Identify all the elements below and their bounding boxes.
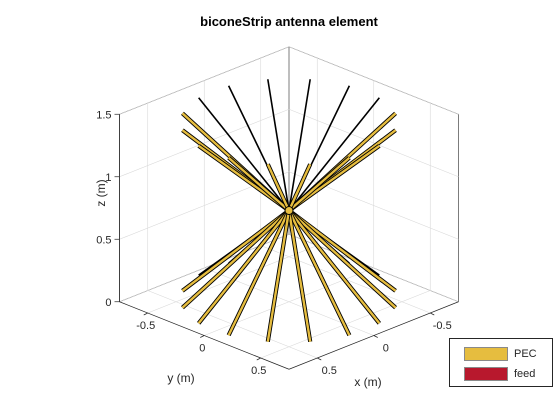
z-tick-label: 0: [105, 297, 111, 309]
upper-strip: [227, 156, 289, 210]
lower-strip: [291, 211, 397, 292]
y-tick: [317, 357, 322, 361]
y-tick-label: 0: [383, 343, 389, 355]
legend-swatch-feed: [464, 367, 508, 381]
axes-box-back: [119, 46, 459, 303]
legend: PEC feed: [449, 338, 553, 387]
x-tick-label: 0.5: [251, 365, 266, 377]
upper-strip-edge: [198, 97, 287, 208]
grid-line: [119, 46, 290, 115]
antenna-strips: [181, 79, 397, 343]
y-axis-label: y (m): [167, 371, 194, 385]
legend-item-pec: PEC: [464, 346, 537, 362]
lower-strip: [227, 213, 289, 336]
y-tick-label: 0.5: [322, 365, 337, 377]
z-axis-label: z (m): [94, 179, 108, 206]
upper-strip-edge: [267, 79, 290, 207]
grid-line: [119, 108, 290, 178]
x-tick-label: -0.5: [136, 320, 155, 332]
y-tick-label: -0.5: [433, 320, 452, 332]
lower-strip: [181, 211, 287, 292]
grid-line: [288, 108, 459, 178]
upper-strip-edge: [291, 97, 380, 208]
lower-strip: [197, 212, 288, 325]
legend-label-feed: feed: [514, 368, 536, 380]
y-tick: [430, 312, 435, 316]
upper-strip: [288, 163, 312, 210]
chart-title: biconeStrip antenna element: [200, 14, 378, 29]
legend-label-pec: PEC: [514, 348, 537, 360]
z-tick-label: 1.5: [96, 109, 111, 121]
tick-labels: -0.5 0 0.5 -0.5 0 0.5 0 0.5 1 1.5: [96, 109, 452, 377]
upper-strip: [266, 163, 290, 210]
lower-strip: [289, 213, 351, 336]
legend-swatch-pec: [464, 347, 508, 361]
antenna-feed: [284, 206, 294, 215]
lower-strip: [288, 214, 312, 342]
z-tick-label: 1: [105, 172, 111, 184]
x-tick-label: 0: [199, 343, 205, 355]
x-tick: [143, 312, 148, 316]
x-tick: [200, 335, 205, 338]
grid-line: [288, 46, 459, 115]
lower-strip: [181, 212, 287, 309]
feed-point: [284, 206, 294, 215]
legend-item-feed: feed: [464, 366, 535, 382]
x-tick: [256, 357, 261, 361]
z-tick-label: 0.5: [96, 234, 111, 246]
upper-strip-edge: [288, 79, 311, 207]
lower-strip: [291, 212, 397, 309]
lower-strip: [290, 212, 381, 325]
y-tick: [373, 335, 378, 338]
upper-strip: [289, 156, 351, 210]
x-axis-label: x (m): [354, 375, 381, 389]
lower-strip: [266, 214, 290, 342]
